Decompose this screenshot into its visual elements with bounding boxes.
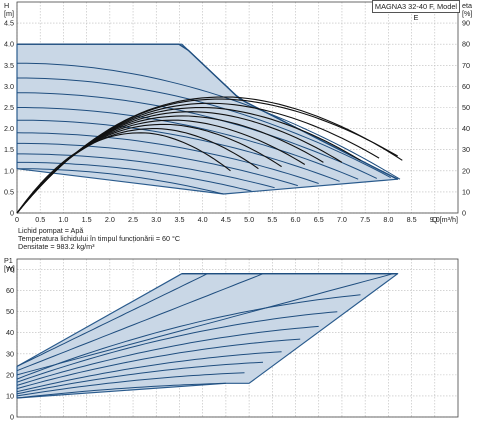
power-y-tick-label: 40: [6, 328, 14, 337]
power-plot-frame: [16, 258, 459, 418]
power-y-tick-label: 20: [6, 370, 14, 379]
y-tick-label: 3.5: [4, 61, 14, 70]
power-curve: [16, 361, 264, 395]
power-curve: [16, 273, 264, 372]
power-y-tick-label: 10: [6, 391, 14, 400]
y2-axis-label: eta: [462, 1, 472, 10]
head-curve: [17, 168, 224, 195]
model-label: MAGNA3 32-40 F, Model E: [372, 0, 460, 22]
y-axis-unit: [m]: [4, 9, 14, 18]
x-tick-label: 1.5: [82, 215, 92, 224]
y2-tick-label: 90: [462, 19, 470, 28]
x-axis-label: Q [m³/h]: [432, 215, 458, 224]
y-tick-label: 4.0: [4, 40, 14, 49]
power-y-tick-label: 0: [10, 413, 14, 422]
x-tick-label: 7.0: [337, 215, 347, 224]
y-tick-label: 1.5: [4, 145, 14, 154]
x-tick-label: 4.5: [221, 215, 231, 224]
efficiency-curve: [16, 132, 231, 214]
power-y-axis-label: P1: [4, 256, 13, 265]
x-tick-label: 0: [15, 215, 19, 224]
power-y-tick-label: 30: [6, 349, 14, 358]
head-curve: [16, 92, 378, 179]
x-tick-label: 5.5: [267, 215, 277, 224]
y2-tick-label: 30: [462, 145, 470, 154]
power-curve: [16, 311, 338, 383]
x-tick-label: 1.0: [58, 215, 68, 224]
y-tick-label: 2.5: [4, 103, 14, 112]
temperature-note: Temperatura lichidului în timpul funcțio…: [18, 234, 181, 243]
x-tick-label: 6.0: [291, 215, 301, 224]
x-tick-label: 7.5: [360, 215, 370, 224]
power-y-tick-label: 50: [6, 307, 14, 316]
x-tick-label: 3.5: [174, 215, 184, 224]
head-curve: [17, 119, 340, 182]
y-tick-label: 0: [10, 209, 14, 218]
y2-tick-label: 0: [462, 209, 466, 218]
power-y-tick-label: 70: [6, 265, 14, 274]
y2-tick-label: 80: [462, 40, 470, 49]
y2-tick-label: 50: [462, 103, 470, 112]
power-y-tick-label: 60: [6, 286, 14, 295]
power-curve: [16, 382, 226, 399]
fluid-note: Lichid pompat = Apă: [18, 226, 84, 235]
x-tick-label: 2.0: [105, 215, 115, 224]
power-curve: [16, 273, 394, 376]
x-tick-label: 4.0: [198, 215, 208, 224]
x-tick-label: 0.5: [35, 215, 45, 224]
power-curve: [16, 351, 282, 393]
x-tick-label: 9.0: [430, 215, 440, 224]
x-tick-label: 5.0: [244, 215, 254, 224]
head-curve: [17, 161, 252, 192]
power-curve: [16, 372, 245, 397]
head-curve: [16, 62, 401, 180]
y-axis-label: H: [4, 1, 9, 10]
y2-tick-label: 40: [462, 124, 470, 133]
head-curve: [17, 107, 359, 180]
x-tick-label: 8.0: [383, 215, 393, 224]
x-tick-label: 8.5: [407, 215, 417, 224]
y-tick-label: 2.0: [4, 124, 14, 133]
head-curve: [17, 153, 275, 189]
x-tick-label: 3.0: [151, 215, 161, 224]
y-tick-label: 0.5: [4, 187, 14, 196]
head-curve: [17, 43, 399, 180]
y2-tick-label: 20: [462, 166, 470, 175]
power-curve: [16, 294, 361, 380]
power-curve: [16, 273, 208, 367]
power-y-axis-unit: [W]: [4, 264, 15, 273]
head-curve: [16, 132, 319, 184]
y2-tick-label: 10: [462, 187, 470, 196]
power-curve: [16, 338, 301, 390]
y-tick-label: 3.0: [4, 82, 14, 91]
power-curve: [16, 325, 319, 386]
x-tick-label: 6.5: [314, 215, 324, 224]
y2-tick-label: 60: [462, 82, 470, 91]
density-note: Densitate = 983.2 kg/m³: [18, 242, 95, 251]
y-tick-label: 4.5: [4, 19, 14, 28]
y2-tick-label: 70: [462, 61, 470, 70]
head-curve: [17, 142, 298, 187]
efficiency-curve: [16, 128, 259, 214]
y-tick-label: 1.0: [4, 166, 14, 175]
y2-axis-unit: [%]: [462, 9, 472, 18]
x-tick-label: 2.5: [128, 215, 138, 224]
